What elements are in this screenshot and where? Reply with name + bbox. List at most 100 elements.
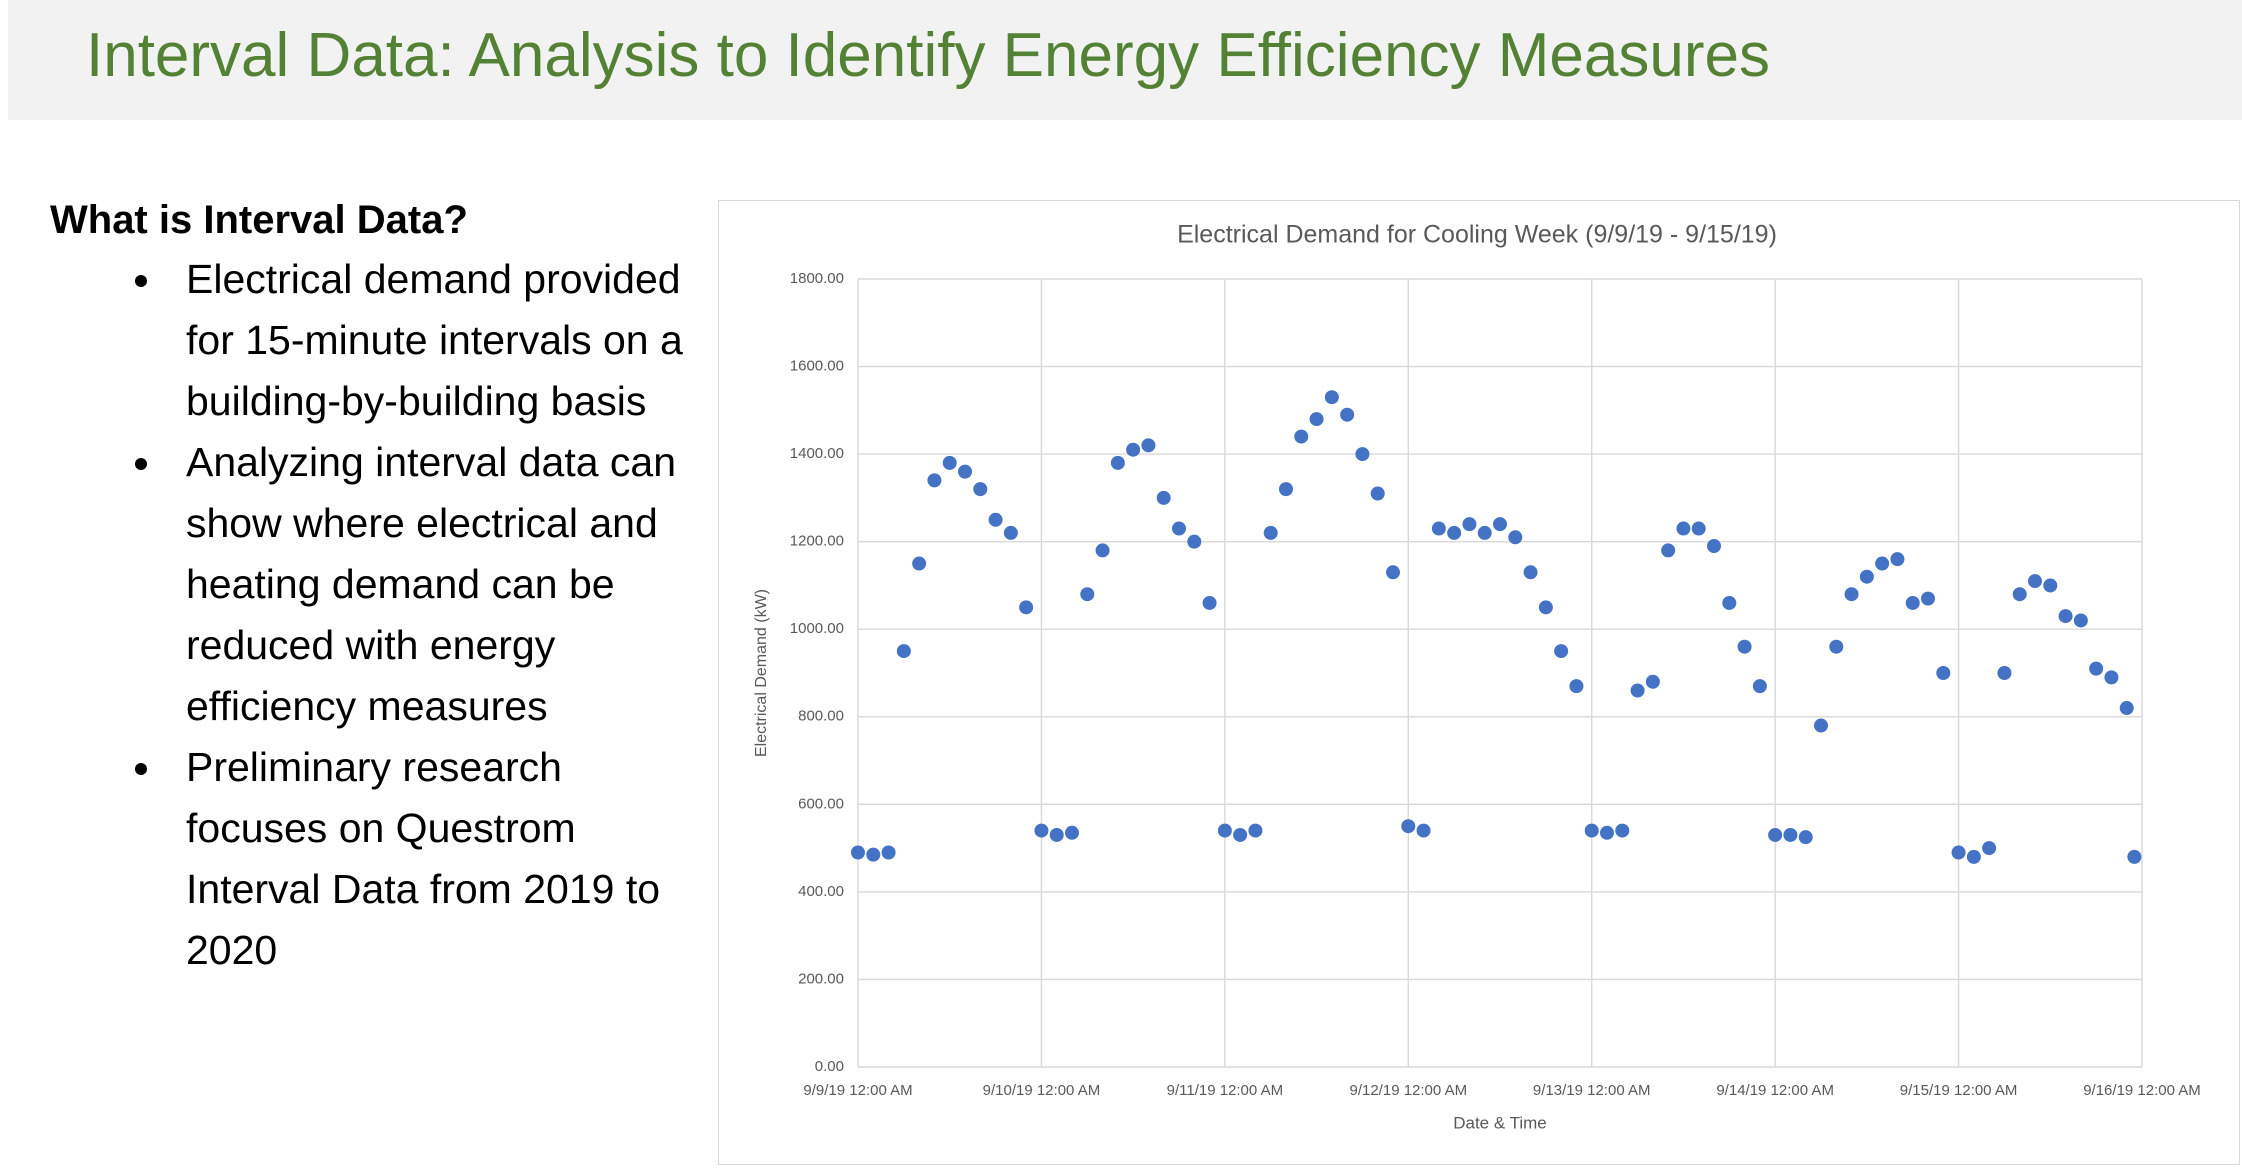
data-point	[1294, 429, 1309, 444]
data-point	[1370, 486, 1385, 501]
heading: What is Interval Data?	[50, 198, 468, 242]
data-point	[1997, 666, 2012, 680]
data-point	[1951, 845, 1966, 860]
data-point	[958, 464, 972, 479]
data-point	[1859, 569, 1874, 584]
title-bar: Interval Data: Analysis to Identify Ener…	[8, 0, 2242, 120]
data-point	[1829, 639, 1844, 654]
y-tick-label: 800.00	[798, 708, 844, 725]
data-point	[1279, 482, 1293, 497]
data-point	[1080, 587, 1095, 602]
data-point	[1049, 827, 1064, 842]
slide-title: Interval Data: Analysis to Identify Ener…	[86, 21, 1770, 90]
bullet-list: Electrical demand provided for 15-minute…	[50, 249, 690, 981]
data-point	[1936, 666, 1951, 680]
data-point	[1554, 644, 1569, 659]
text-column: What is Interval Data? Electrical demand…	[50, 198, 690, 981]
y-tick-label: 1800.00	[790, 270, 844, 287]
data-point	[1584, 823, 1599, 838]
data-point	[2058, 609, 2073, 624]
data-point	[2073, 613, 2088, 628]
y-tick-label: 0.00	[815, 1058, 844, 1075]
data-point	[2089, 661, 2104, 676]
data-point	[1814, 718, 1828, 733]
data-point	[1233, 827, 1248, 842]
data-point	[851, 845, 865, 860]
y-tick-label: 1600.00	[790, 358, 844, 375]
data-point	[1783, 827, 1798, 842]
chart-title: Electrical Demand for Cooling Week (9/9/…	[1177, 221, 1777, 249]
data-point	[1982, 841, 1997, 856]
data-point	[1615, 823, 1630, 838]
x-tick-label: 9/15/19 12:00 AM	[1900, 1082, 2018, 1099]
data-point	[1890, 552, 1905, 567]
data-point	[2028, 574, 2042, 589]
data-point	[1661, 543, 1676, 558]
data-point	[1875, 556, 1890, 571]
x-tick-label: 9/10/19 12:00 AM	[983, 1082, 1101, 1099]
y-tick-label: 600.00	[798, 795, 844, 812]
data-point	[973, 482, 988, 497]
data-point	[988, 512, 1003, 527]
y-tick-label: 200.00	[798, 970, 844, 987]
data-point	[1034, 823, 1049, 838]
data-point	[866, 847, 881, 862]
data-point	[1095, 543, 1110, 558]
data-point	[1172, 521, 1186, 536]
data-point	[1110, 455, 1125, 470]
x-tick-label: 9/16/19 12:00 AM	[2083, 1082, 2201, 1099]
bullet: Electrical demand provided for 15-minute…	[166, 249, 690, 432]
bullet: Preliminary research focuses on Questrom…	[166, 737, 690, 981]
data-point	[1309, 412, 1324, 427]
data-point	[1569, 679, 1584, 694]
data-point	[1722, 595, 1737, 610]
data-point	[1905, 595, 1920, 610]
data-point	[896, 644, 911, 659]
data-point	[912, 556, 927, 571]
data-point	[1630, 683, 1645, 698]
data-point	[1431, 521, 1446, 536]
y-tick-label: 1200.00	[790, 533, 844, 550]
data-point	[2012, 587, 2027, 602]
data-point	[1462, 517, 1477, 532]
data-point	[1966, 849, 1981, 864]
data-point	[942, 455, 957, 470]
data-point	[1477, 525, 1492, 540]
data-point	[1416, 823, 1431, 838]
data-point	[1508, 530, 1523, 545]
data-point	[1523, 565, 1538, 580]
data-point	[1248, 823, 1263, 838]
chart-frame	[718, 200, 2240, 1165]
data-point	[1065, 825, 1079, 840]
data-point	[2043, 578, 2058, 593]
x-axis-title: Date & Time	[1453, 1113, 1547, 1132]
data-point	[1126, 442, 1141, 457]
y-tick-label: 1400.00	[790, 445, 844, 462]
data-point	[1676, 521, 1691, 536]
data-point	[1737, 639, 1752, 654]
x-tick-label: 9/11/19 12:00 AM	[1167, 1082, 1283, 1099]
data-point	[1324, 390, 1339, 405]
y-tick-label: 1000.00	[790, 620, 844, 637]
data-point	[1003, 525, 1018, 540]
data-point	[1340, 407, 1355, 422]
data-point	[2127, 849, 2142, 864]
data-point	[1386, 565, 1400, 580]
x-tick-label: 9/12/19 12:00 AM	[1349, 1082, 1467, 1099]
x-tick-label: 9/9/19 12:00 AM	[803, 1082, 912, 1099]
data-point	[1645, 674, 1660, 689]
bullet: Analyzing interval data can show where e…	[166, 432, 690, 737]
data-point	[927, 473, 942, 488]
data-point	[1798, 830, 1813, 845]
y-axis-title: Electrical Demand (kW)	[753, 589, 770, 757]
data-point	[1691, 521, 1706, 536]
data-point	[1401, 819, 1416, 834]
data-point	[1447, 525, 1462, 540]
data-point	[1141, 438, 1156, 453]
data-point	[1538, 600, 1553, 615]
data-point	[1752, 679, 1767, 694]
data-point	[1707, 539, 1721, 554]
data-point	[1202, 595, 1217, 610]
